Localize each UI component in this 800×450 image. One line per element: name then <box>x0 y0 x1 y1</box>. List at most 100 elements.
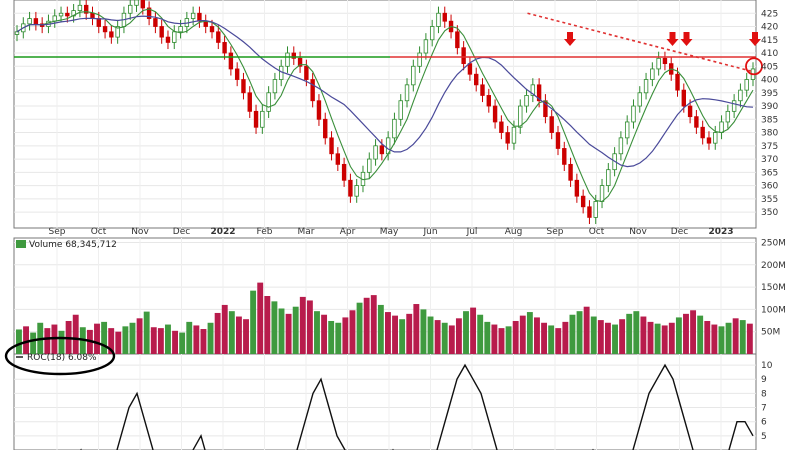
price-y-tick: 350 <box>761 208 778 218</box>
candle-body <box>178 26 183 33</box>
volume-bar <box>626 313 633 354</box>
volume-bar <box>328 320 335 354</box>
candle-body <box>297 57 303 67</box>
volume-bar <box>108 328 115 354</box>
candle-body <box>159 26 164 38</box>
candle-body <box>719 121 724 133</box>
candle-body <box>172 31 177 43</box>
volume-bar <box>612 324 618 354</box>
volume-bar <box>370 295 377 354</box>
x-tick-label: Nov <box>131 227 149 237</box>
volume-bar <box>207 322 214 354</box>
volume-bar <box>349 310 356 354</box>
candle-body <box>398 100 403 120</box>
candle-body <box>442 12 447 22</box>
volume-bar <box>597 320 604 354</box>
indicator-y-tick: 9 <box>761 375 767 385</box>
candle-body <box>738 89 743 102</box>
volume-bar <box>512 320 519 354</box>
volume-bar <box>129 322 136 354</box>
volume-bar <box>221 304 228 354</box>
x-tick-label: Oct <box>589 227 605 237</box>
candle-body <box>253 110 259 128</box>
volume-bar <box>725 322 732 354</box>
candle-body <box>618 137 624 155</box>
candle-body <box>222 42 227 54</box>
candle-body <box>744 79 749 91</box>
candle-body <box>197 12 202 22</box>
volume-bar <box>136 318 143 354</box>
volume-bar <box>235 316 242 354</box>
candle-body <box>536 84 542 102</box>
candle-body <box>568 163 573 181</box>
candle-body <box>467 63 473 75</box>
candle-body <box>562 148 567 165</box>
candle-body <box>555 132 561 149</box>
candle-body <box>354 185 359 197</box>
candle-body <box>486 95 491 107</box>
candle-body <box>700 126 705 139</box>
x-tick-label: Dec <box>671 227 688 237</box>
volume-bar <box>306 300 313 354</box>
volume-bar <box>555 328 562 354</box>
volume-bar <box>44 328 51 354</box>
indicator-y-tick: 8 <box>761 389 767 399</box>
volume-bar <box>285 313 292 354</box>
price-series <box>14 0 763 225</box>
candle-body <box>291 52 296 59</box>
volume-bar <box>420 309 427 354</box>
candle-body <box>606 169 611 186</box>
candle-body <box>392 118 397 139</box>
price-y-tick: 405 <box>761 62 778 72</box>
x-tick-label: Oct <box>91 227 107 237</box>
candle-body <box>266 92 271 112</box>
volume-bar <box>392 315 398 354</box>
volume-y-tick: 50M <box>761 328 780 338</box>
volume-bar <box>250 290 257 354</box>
volume-bar <box>548 325 555 354</box>
candle-body <box>348 179 353 197</box>
candle-body <box>341 163 347 181</box>
x-tick-label: Feb <box>257 227 273 237</box>
candle-body <box>436 12 441 27</box>
volume-bar <box>157 328 164 354</box>
candle-body <box>631 105 636 123</box>
price-y-tick: 415 <box>761 36 778 46</box>
x-tick-label: Jul <box>466 227 478 237</box>
volume-bar <box>463 311 469 354</box>
candle-body <box>228 52 234 70</box>
volume-bar <box>477 314 484 354</box>
volume-bar <box>72 314 79 354</box>
volume-bar <box>697 315 704 354</box>
sma-long-line <box>16 15 754 168</box>
volume-bar <box>441 322 448 354</box>
volume-bar <box>604 322 611 354</box>
candle-body <box>329 137 334 155</box>
candle-body <box>411 65 416 86</box>
indicator-y-tick: 5 <box>761 432 767 442</box>
volume-bar <box>434 320 441 354</box>
x-tick-label: Sep <box>49 227 66 237</box>
volume-bar <box>58 330 65 354</box>
volume-bar <box>484 321 491 354</box>
x-tick-label: Dec <box>173 227 190 237</box>
candle-body <box>83 4 89 14</box>
x-tick-label: May <box>380 227 399 237</box>
candle-body <box>241 79 246 94</box>
candle-body <box>14 31 20 35</box>
candle-body <box>549 116 554 133</box>
x-axis: Sep Oct Nov Dec 2022 Feb Mar Apr May Jun Jul Aug Sep… <box>49 227 734 237</box>
volume-bar <box>675 317 682 354</box>
volume-bar <box>739 320 746 354</box>
red-arrow-marker <box>749 32 761 46</box>
volume-bar <box>455 318 462 354</box>
indicator-y-tick: 10 <box>761 361 773 371</box>
volume-bar <box>30 332 37 354</box>
x-tick-label: Mar <box>298 227 315 237</box>
candle-body <box>593 201 598 218</box>
candle-body <box>637 92 642 107</box>
volume-bar <box>23 326 29 354</box>
volume-bar <box>356 302 363 354</box>
candle-body <box>316 100 322 120</box>
price-y-tick: 380 <box>761 129 778 139</box>
